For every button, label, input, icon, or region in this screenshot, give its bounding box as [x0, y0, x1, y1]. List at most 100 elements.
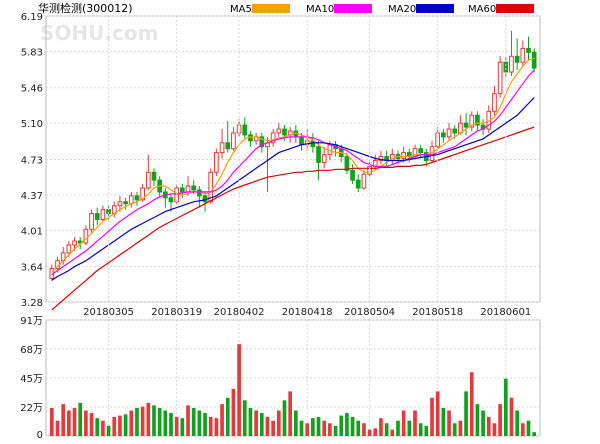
candle	[497, 56, 503, 98]
volume-bar	[435, 391, 440, 436]
candle-body	[219, 142, 225, 154]
volume-bar	[362, 423, 366, 436]
volume-bar	[333, 425, 338, 436]
candle	[100, 205, 106, 222]
candle	[259, 132, 265, 153]
volume-bar	[345, 413, 349, 436]
volume-bar	[123, 414, 128, 436]
candle	[321, 146, 327, 169]
volume-bar	[447, 410, 451, 436]
volume-bar	[271, 420, 275, 436]
volume-bar	[430, 397, 434, 436]
volume-bar	[208, 416, 213, 436]
candle-body	[367, 165, 372, 175]
volume-bar	[55, 420, 60, 436]
volume-bar	[305, 423, 310, 436]
volume-bar	[276, 410, 281, 436]
candle-body	[145, 171, 151, 189]
candle	[389, 148, 395, 165]
legend-label-ma5: MA5	[230, 4, 252, 15]
volume-bar	[379, 418, 383, 436]
volume-bar	[191, 407, 196, 436]
price-axis: 6.19 5.83 5.46 5.10 4.73 4.37 4.01 3.64 3.28	[21, 12, 43, 309]
volume-bar	[254, 410, 258, 436]
candle	[123, 197, 128, 210]
volume-bar	[328, 423, 332, 436]
candle	[480, 119, 486, 135]
price-tick-label: 4.01	[21, 226, 43, 237]
price-grid	[45, 15, 541, 303]
volume-bar	[186, 405, 190, 436]
volume-tick-label: 22万	[20, 403, 43, 414]
volume-bar	[265, 416, 270, 436]
volume-bar	[163, 410, 168, 436]
price-tick-label: 3.64	[21, 263, 43, 274]
date-tick-label: 20180319	[151, 307, 202, 318]
volume-bar	[129, 410, 134, 436]
volume-bar	[520, 423, 525, 436]
volume-bar	[72, 407, 77, 436]
volume-bar	[180, 418, 185, 436]
volume-bar	[135, 407, 139, 436]
candle	[168, 193, 174, 212]
candles	[49, 30, 537, 281]
volume-bar	[220, 404, 224, 436]
candle	[509, 30, 514, 76]
volume-bar	[49, 407, 54, 436]
volume-bar	[140, 406, 145, 436]
candle-body	[185, 185, 191, 193]
volume-bar	[339, 415, 344, 436]
volume-bar	[509, 397, 514, 436]
date-tick-label: 20180402	[214, 307, 265, 318]
volume-bar	[464, 391, 468, 436]
candle	[94, 207, 100, 226]
candle-body	[66, 244, 72, 254]
volume-bar	[526, 420, 531, 436]
candle-body	[509, 55, 514, 73]
candle	[180, 184, 185, 198]
volume-bar	[237, 344, 241, 436]
candle-body	[168, 197, 174, 203]
volume-bar	[112, 416, 117, 436]
candle	[242, 117, 248, 139]
volume-bar	[242, 400, 247, 436]
volume-bar	[152, 405, 156, 436]
volume-bar	[498, 404, 502, 436]
ma5-line	[51, 57, 535, 273]
candle	[197, 186, 202, 208]
volume-bar	[282, 400, 287, 436]
legend-label-ma20: MA20	[388, 4, 416, 15]
volume-bar	[384, 423, 389, 436]
volume-tick-label: 91万	[20, 316, 43, 327]
candle-body	[282, 128, 287, 136]
candle-body	[492, 93, 497, 112]
volume-bar	[293, 410, 298, 436]
volume-bar	[401, 410, 406, 436]
candle-body	[344, 156, 350, 171]
volume-bar	[259, 413, 264, 436]
volume-bar	[390, 429, 395, 436]
candle-body	[231, 132, 236, 150]
volume-bar	[515, 410, 519, 436]
candle	[401, 146, 406, 163]
price-tick-label: 6.19	[21, 12, 43, 23]
price-tick-label: 5.10	[21, 119, 43, 130]
volume-bar	[78, 402, 83, 436]
volume-tick-label: 0	[37, 430, 43, 440]
candle-body	[418, 148, 424, 154]
candle-body	[503, 61, 509, 73]
volume-bar	[61, 404, 66, 436]
candle	[446, 123, 452, 141]
candle-body	[117, 201, 123, 207]
legend-swatch-ma20	[416, 4, 454, 13]
volume-bar	[424, 425, 429, 436]
candle	[355, 174, 361, 192]
candle-body	[452, 128, 458, 134]
date-tick-label: 20180418	[282, 307, 333, 318]
date-axis: 20180305 20180319 20180402 20180418 20180504…	[83, 16, 531, 318]
candle-body	[378, 156, 384, 161]
volume-bar	[350, 416, 355, 436]
volume-axis: 91万 68万 45万 22万 0	[20, 316, 43, 441]
volume-bar	[532, 432, 537, 436]
